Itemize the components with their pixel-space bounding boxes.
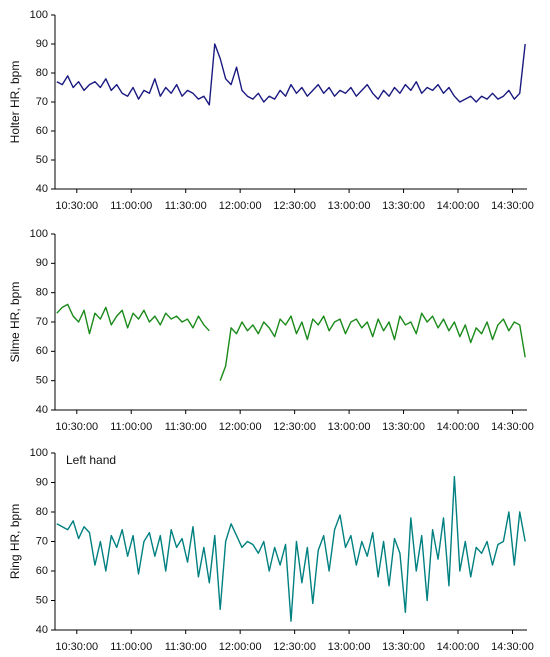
y-axis-title: Ring HR, bpm (8, 504, 22, 579)
y-tick-label: 100 (30, 228, 48, 240)
y-tick-label: 40 (36, 404, 48, 416)
y-tick-label: 80 (36, 67, 48, 79)
y-tick-label: 100 (30, 447, 48, 459)
x-tick-label: 14:00:00 (437, 641, 480, 653)
x-tick-label: 14:00:00 (437, 200, 480, 212)
x-tick-label: 12:30:00 (273, 200, 316, 212)
x-tick-label: 12:30:00 (273, 641, 316, 653)
x-tick-label: 11:30:00 (165, 421, 207, 433)
y-tick-label: 70 (36, 535, 48, 547)
x-tick-label: 13:00:00 (328, 641, 371, 653)
y-tick-label: 90 (36, 257, 48, 269)
annotation: Left hand (66, 453, 116, 467)
x-tick-label: 14:30:00 (491, 421, 534, 433)
y-tick-label: 60 (36, 125, 48, 137)
y-tick-label: 60 (36, 345, 48, 357)
x-tick-label: 12:30:00 (273, 421, 316, 433)
y-tick-label: 50 (36, 594, 48, 606)
y-tick-label: 40 (36, 624, 48, 636)
line-series (56, 303, 526, 381)
x-tick-label: 13:00:00 (328, 200, 371, 212)
x-tick-label: 14:30:00 (491, 641, 534, 653)
y-tick-label: 90 (36, 38, 48, 50)
x-tick-label: 13:30:00 (382, 641, 425, 653)
x-tick-label: 13:30:00 (382, 421, 425, 433)
x-tick-label: 10:30:00 (55, 641, 98, 653)
x-tick-label: 11:00:00 (110, 421, 152, 433)
line-series (56, 475, 526, 622)
x-tick-label: 12:00:00 (219, 421, 262, 433)
line-series (56, 43, 526, 106)
y-tick-label: 100 (30, 9, 48, 21)
y-tick-label: 90 (36, 476, 48, 488)
x-tick-label: 11:00:00 (110, 200, 152, 212)
x-tick-label: 13:30:00 (382, 200, 425, 212)
x-tick-label: 13:00:00 (328, 421, 371, 433)
x-tick-label: 12:00:00 (219, 200, 262, 212)
x-tick-label: 12:00:00 (219, 641, 262, 653)
y-tick-label: 50 (36, 375, 48, 387)
y-axis-title: Holter HR, bpm (8, 61, 22, 144)
y-tick-label: 40 (36, 183, 48, 195)
x-tick-label: 10:30:00 (55, 200, 98, 212)
x-tick-label: 11:30:00 (165, 641, 207, 653)
y-tick-label: 80 (36, 287, 48, 299)
y-tick-label: 60 (36, 565, 48, 577)
y-tick-label: 80 (36, 506, 48, 518)
y-tick-label: 70 (36, 96, 48, 108)
y-tick-label: 70 (36, 316, 48, 328)
y-axis-title: Silme HR, bpm (8, 282, 22, 363)
x-tick-label: 11:00:00 (110, 641, 152, 653)
x-tick-label: 10:30:00 (55, 421, 98, 433)
x-tick-label: 14:00:00 (437, 421, 480, 433)
y-tick-label: 50 (36, 154, 48, 166)
x-tick-label: 11:30:00 (165, 200, 207, 212)
x-tick-label: 14:30:00 (491, 200, 534, 212)
